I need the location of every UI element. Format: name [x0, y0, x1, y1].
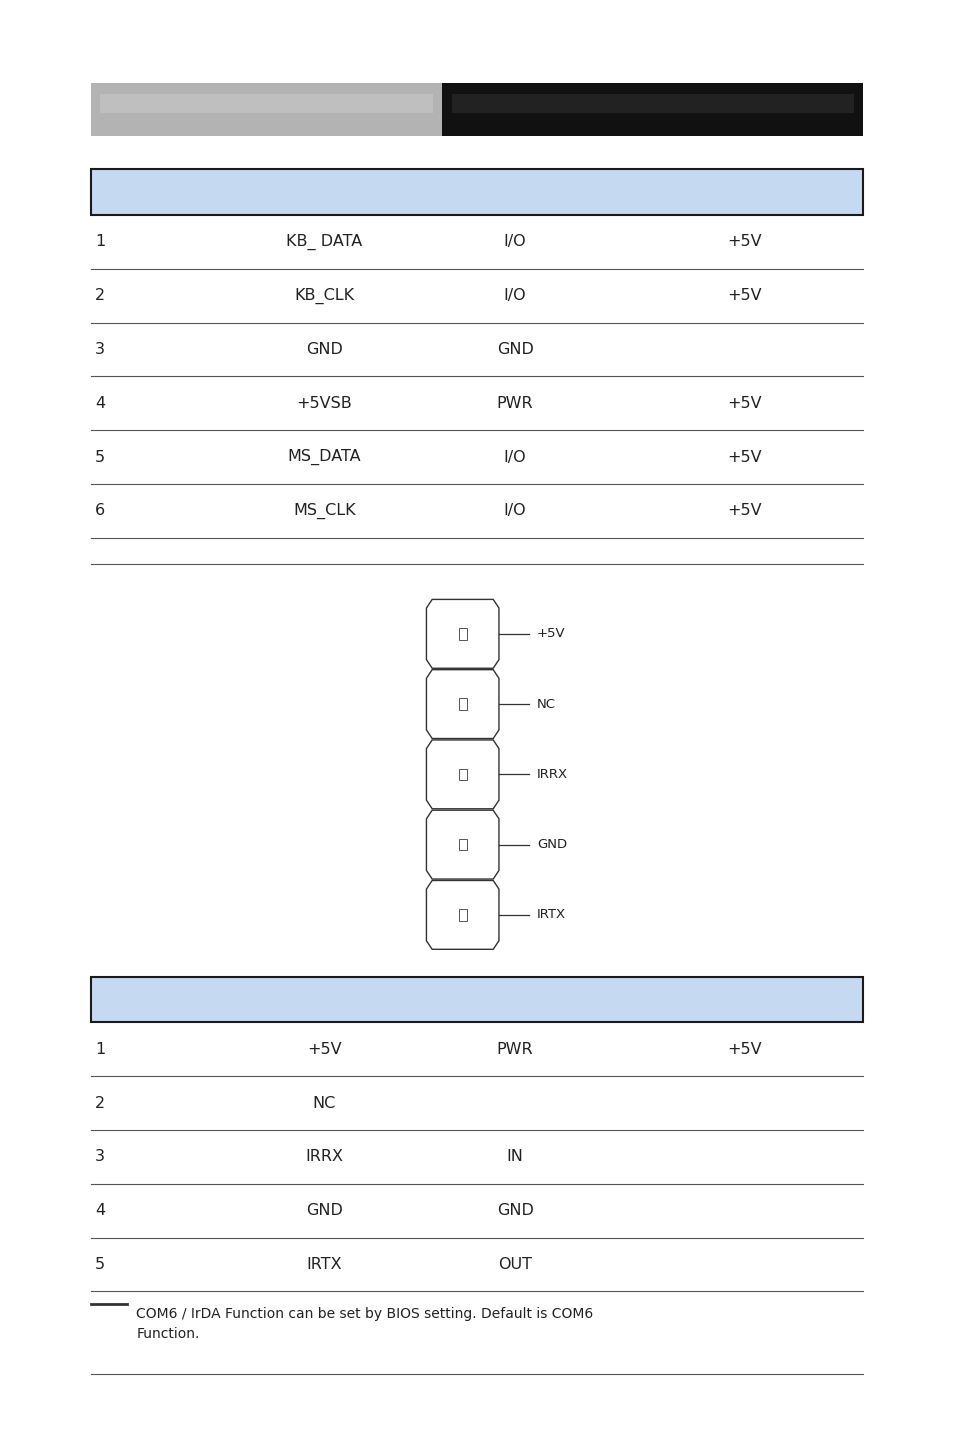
- Polygon shape: [426, 740, 498, 809]
- Text: +5V: +5V: [726, 450, 760, 465]
- Text: +5V: +5V: [726, 1043, 760, 1057]
- Text: IRTX: IRTX: [537, 908, 566, 922]
- Bar: [458, 909, 466, 921]
- Text: NC: NC: [537, 697, 556, 711]
- Text: KB_CLK: KB_CLK: [294, 288, 355, 304]
- Text: GND: GND: [306, 1203, 342, 1217]
- Text: I/O: I/O: [503, 235, 526, 250]
- Text: +5VSB: +5VSB: [296, 396, 352, 410]
- Text: OUT: OUT: [497, 1258, 532, 1272]
- Text: IRRX: IRRX: [305, 1150, 343, 1164]
- Text: IN: IN: [506, 1150, 523, 1164]
- Text: KB_ DATA: KB_ DATA: [286, 234, 362, 250]
- Text: 4: 4: [95, 1203, 105, 1217]
- Bar: [91, 169, 862, 215]
- Text: I/O: I/O: [503, 288, 526, 303]
- Text: PWR: PWR: [497, 396, 533, 410]
- Text: IRRX: IRRX: [537, 767, 568, 782]
- Bar: [452, 95, 853, 113]
- Text: +5V: +5V: [726, 503, 760, 518]
- Text: COM6 / IrDA Function can be set by BIOS setting. Default is COM6
Function.: COM6 / IrDA Function can be set by BIOS …: [136, 1308, 593, 1341]
- Text: PWR: PWR: [497, 1043, 533, 1057]
- Text: MS_CLK: MS_CLK: [293, 503, 355, 519]
- Polygon shape: [426, 880, 498, 949]
- Text: IRTX: IRTX: [306, 1258, 342, 1272]
- Text: 5: 5: [95, 1258, 105, 1272]
- Polygon shape: [426, 670, 498, 739]
- Text: GND: GND: [497, 1203, 533, 1217]
- Text: MS_DATA: MS_DATA: [287, 449, 361, 465]
- Text: +5V: +5V: [726, 396, 760, 410]
- Text: GND: GND: [537, 837, 567, 852]
- Text: GND: GND: [306, 343, 342, 357]
- Text: 4: 4: [95, 396, 105, 410]
- Bar: [458, 839, 466, 850]
- Text: 2: 2: [95, 1096, 105, 1110]
- Bar: [100, 95, 433, 113]
- Text: +5V: +5V: [726, 288, 760, 303]
- Text: 3: 3: [95, 1150, 105, 1164]
- Text: I/O: I/O: [503, 450, 526, 465]
- Text: I/O: I/O: [503, 503, 526, 518]
- Text: 2: 2: [95, 288, 105, 303]
- Text: 1: 1: [95, 235, 105, 250]
- Polygon shape: [426, 810, 498, 879]
- Bar: [91, 83, 442, 136]
- Text: +5V: +5V: [537, 627, 565, 641]
- Text: NC: NC: [313, 1096, 335, 1110]
- Bar: [442, 83, 862, 136]
- Text: +5V: +5V: [307, 1043, 341, 1057]
- Bar: [91, 977, 862, 1022]
- Text: 1: 1: [95, 1043, 105, 1057]
- Bar: [458, 698, 466, 710]
- Text: 3: 3: [95, 343, 105, 357]
- Polygon shape: [426, 599, 498, 668]
- Text: +5V: +5V: [726, 235, 760, 250]
- Text: GND: GND: [497, 343, 533, 357]
- Text: 5: 5: [95, 450, 105, 465]
- Text: 6: 6: [95, 503, 105, 518]
- Bar: [458, 769, 466, 780]
- Bar: [458, 628, 466, 640]
